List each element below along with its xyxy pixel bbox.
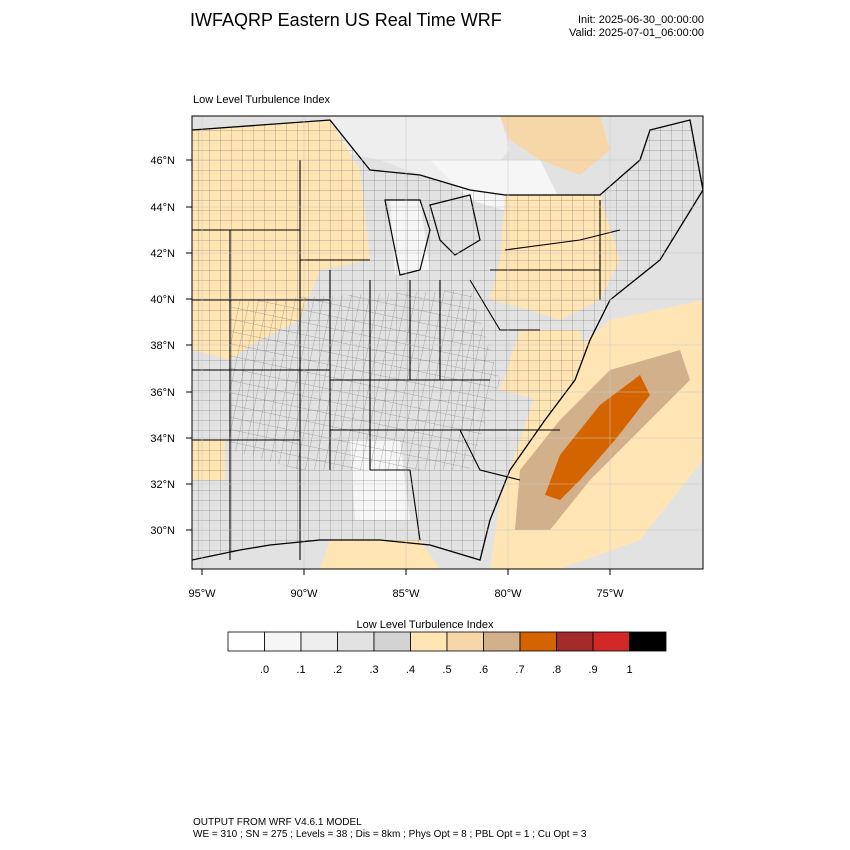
colorbar-tick-label: .8 — [552, 664, 561, 676]
colorbar-box — [629, 631, 667, 652]
field-atlantic-core — [545, 375, 650, 500]
valid-time: Valid: 2025-07-01_06:00:00 — [569, 27, 704, 39]
lat-label: 38°N — [150, 340, 175, 352]
colorbar-tick-label: .9 — [588, 664, 597, 676]
lat-label: 36°N — [150, 387, 175, 399]
lon-ticks — [201, 569, 611, 575]
colorbar-tick-label: .5 — [442, 664, 451, 676]
map-plot-area — [192, 116, 703, 569]
colorbar-box — [483, 631, 521, 652]
colorbar-tick-label: .4 — [406, 664, 415, 676]
colorbar-tick-label: .1 — [296, 664, 305, 676]
colorbar-box — [410, 631, 448, 652]
colorbar-tick-label: .7 — [515, 664, 524, 676]
map-subtitle: Low Level Turbulence Index — [193, 94, 330, 106]
lat-labels: 46°N 44°N 42°N 40°N 38°N 36°N 34°N 32°N … — [150, 155, 175, 537]
colorbar-tick-label: 1 — [626, 664, 632, 676]
colorbar-box — [300, 631, 338, 652]
graticule — [192, 116, 703, 569]
colorbar-tick-label: .2 — [333, 664, 342, 676]
lat-label: 46°N — [150, 155, 175, 167]
lon-label: 75°W — [596, 588, 624, 600]
footer-model-info: OUTPUT FROM WRF V4.6.1 MODEL — [193, 817, 362, 828]
lat-label: 42°N — [150, 248, 175, 260]
lon-label: 90°W — [290, 588, 318, 600]
lat-ticks — [186, 159, 192, 531]
colorbar-box — [227, 631, 265, 652]
colorbar-box — [556, 631, 594, 652]
init-time: Init: 2025-06-30_00:00:00 — [578, 14, 704, 26]
field-gulf-tan — [320, 540, 440, 569]
colorbar-box — [264, 631, 302, 652]
lat-label: 44°N — [150, 202, 175, 214]
lat-label: 40°N — [150, 294, 175, 306]
lon-label: 80°W — [494, 588, 522, 600]
lat-label: 32°N — [150, 479, 175, 491]
colorbar-box — [519, 631, 557, 652]
lon-labels: 95°W 90°W 85°W 80°W 75°W — [188, 588, 624, 600]
colorbar-box — [446, 631, 484, 652]
lat-label: 34°N — [150, 433, 175, 445]
lake-michigan-shore — [384, 199, 431, 276]
colorbar-tick-label: .3 — [369, 664, 378, 676]
page-title: IWFAQRP Eastern US Real Time WRF — [190, 10, 502, 30]
lake-huron-shore — [429, 194, 481, 256]
colorbar — [227, 631, 667, 652]
colorbar-box — [373, 631, 411, 652]
colorbar-tick-label: .0 — [260, 664, 269, 676]
lat-label: 30°N — [150, 525, 175, 537]
colorbar-title: Low Level Turbulence Index — [356, 619, 494, 631]
footer-config-info: WE = 310 ; SN = 275 ; Levels = 38 ; Dis … — [193, 829, 587, 840]
state-lines — [192, 160, 621, 560]
colorbar-tick-labels: .0 .1 .2 .3 .4 .5 .6 .7 .8 .9 1 — [260, 664, 633, 676]
lon-label: 85°W — [392, 588, 420, 600]
colorbar-box — [592, 631, 630, 652]
colorbar-tick-label: .6 — [479, 664, 488, 676]
lon-label: 95°W — [188, 588, 216, 600]
plot-frame — [191, 115, 704, 570]
colorbar-box — [337, 631, 375, 652]
